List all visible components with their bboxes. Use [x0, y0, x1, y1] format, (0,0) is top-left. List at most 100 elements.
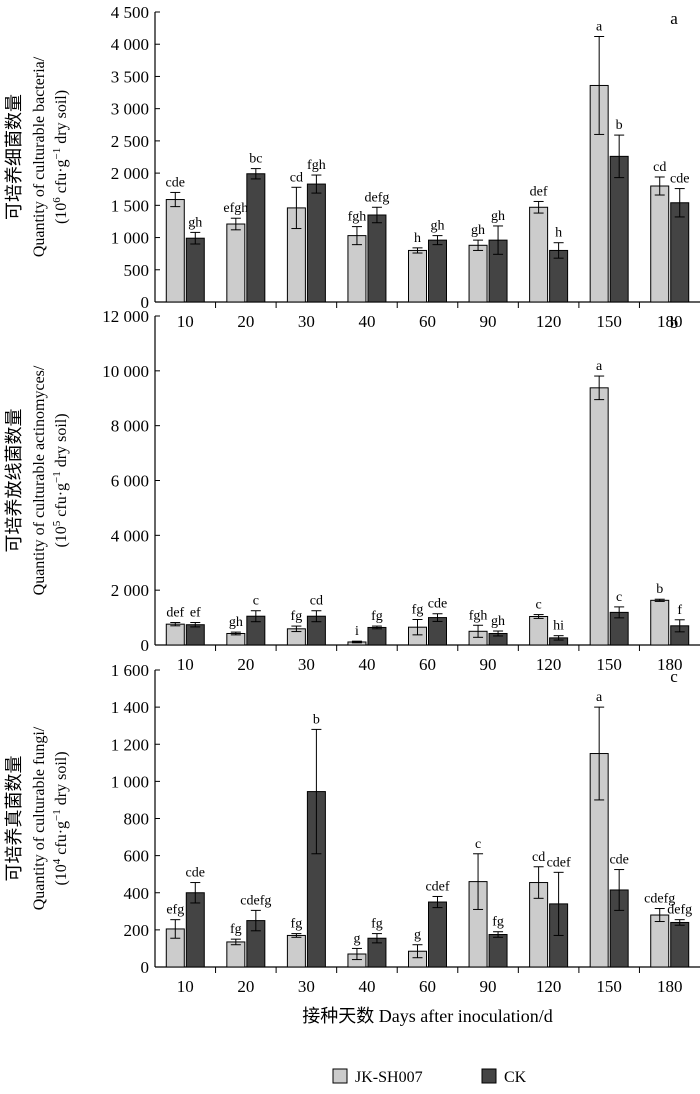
- unit-superscript: −1: [51, 148, 63, 160]
- significance-label: h: [414, 231, 421, 246]
- y-tick-label: 200: [124, 921, 150, 940]
- y-axis-unit: (105 cfu·g−1 dry soil): [51, 413, 70, 547]
- bar-ck: [185, 624, 205, 646]
- y-tick-label: 2 000: [111, 164, 149, 183]
- significance-label: b: [656, 582, 663, 597]
- unit-superscript: 6: [51, 197, 63, 203]
- bar-jk-sh007: [468, 244, 488, 303]
- significance-label: defg: [364, 190, 389, 205]
- significance-label: fg: [492, 915, 504, 930]
- panel-letter: b: [670, 313, 679, 332]
- significance-label: f: [677, 603, 682, 618]
- significance-label: c: [475, 837, 481, 852]
- x-tick-label: 10: [177, 655, 194, 674]
- bar-jk-sh007: [589, 387, 609, 646]
- bar-ck: [670, 921, 690, 968]
- bar-jk-sh007: [650, 185, 670, 303]
- bar-ck: [185, 237, 205, 303]
- significance-label: cde: [609, 853, 628, 868]
- y-tick-label: 600: [124, 847, 150, 866]
- y-tick-label: 12 000: [102, 307, 149, 326]
- y-tick-label: 0: [141, 636, 150, 655]
- significance-label: b: [616, 118, 623, 133]
- significance-label: bc: [249, 152, 262, 167]
- legend-label: JK-SH007: [355, 1069, 423, 1086]
- significance-label: fg: [291, 609, 303, 624]
- bar-ck: [428, 901, 447, 968]
- bar-jk-sh007: [529, 206, 549, 303]
- chart-panel-c: 0 200 400 600 800 1 000 1 200 1 400 1 600 10 20 30 4…: [4, 661, 700, 1026]
- significance-label: cdef: [425, 879, 449, 894]
- y-tick-label: 500: [124, 261, 150, 280]
- significance-label: b: [313, 712, 320, 727]
- bar-jk-sh007: [165, 199, 185, 303]
- significance-label: fgh: [348, 210, 367, 225]
- y-tick-label: 1 400: [111, 698, 149, 717]
- legend-label: CK: [504, 1069, 527, 1086]
- x-axis-title: 接种天数 Days after inoculation/d: [302, 1006, 552, 1026]
- y-axis-title-en: Quantity of culturable actinomyces/: [31, 365, 48, 595]
- significance-label: i: [355, 624, 359, 639]
- significance-label: hi: [553, 619, 564, 634]
- x-tick-label: 180: [657, 312, 683, 331]
- significance-label: cd: [653, 160, 666, 175]
- y-tick-label: 800: [124, 810, 150, 829]
- x-tick-label: 40: [358, 312, 375, 331]
- bar-jk-sh007: [529, 615, 549, 646]
- significance-label: fg: [371, 917, 383, 932]
- unit-text: cfu·g: [53, 821, 70, 859]
- x-tick-label: 90: [480, 977, 497, 996]
- unit-text: dry soil): [53, 90, 70, 148]
- bar-ck: [428, 239, 447, 303]
- significance-label: cd: [532, 850, 545, 865]
- significance-label: h: [555, 226, 562, 241]
- x-tick-label: 150: [596, 655, 622, 674]
- x-tick-label: 120: [536, 655, 562, 674]
- significance-label: fg: [230, 922, 242, 937]
- bar-ck: [488, 934, 508, 968]
- y-axis-title-cn: 可培养真菌数量: [4, 756, 24, 882]
- significance-label: def: [530, 184, 548, 199]
- legend-swatch-ck: [481, 1068, 497, 1084]
- significance-label: ef: [190, 606, 201, 621]
- significance-label: gh: [188, 215, 202, 230]
- bar-jk-sh007: [226, 941, 246, 968]
- significance-label: fgh: [307, 158, 326, 173]
- x-tick-label: 60: [419, 312, 436, 331]
- significance-label: fgh: [469, 608, 488, 623]
- significance-label: fg: [371, 609, 383, 624]
- significance-label: gh: [491, 209, 505, 224]
- significance-label: cde: [186, 866, 205, 881]
- y-axis-title-en: Quantity of culturable fungi/: [31, 726, 48, 910]
- panel-letter: c: [670, 667, 678, 686]
- y-tick-label: 1 500: [111, 196, 149, 215]
- y-tick-label: 10 000: [102, 362, 149, 381]
- significance-label: g: [414, 928, 421, 943]
- significance-label: cde: [670, 172, 689, 187]
- bar-ck: [367, 214, 387, 303]
- unit-text: dry soil): [53, 751, 70, 809]
- significance-label: cdefg: [240, 893, 271, 908]
- bar-jk-sh007: [165, 623, 185, 646]
- unit-superscript: −1: [51, 809, 63, 821]
- x-tick-label: 150: [596, 312, 622, 331]
- x-tick-label: 30: [298, 655, 315, 674]
- significance-label: fg: [291, 917, 303, 932]
- y-tick-label: 400: [124, 884, 150, 903]
- x-tick-label: 10: [177, 312, 194, 331]
- significance-label: cdefg: [644, 892, 675, 907]
- y-tick-label: 0: [141, 958, 150, 977]
- x-tick-label: 180: [657, 655, 683, 674]
- bar-ck: [246, 173, 266, 303]
- x-tick-label: 30: [298, 312, 315, 331]
- y-axis-unit: (106 cfu·g−1 dry soil): [51, 90, 70, 224]
- y-tick-label: 3 000: [111, 100, 149, 119]
- significance-label: cde: [166, 175, 185, 190]
- x-tick-label: 150: [596, 977, 622, 996]
- y-tick-label: 6 000: [111, 472, 149, 491]
- y-tick-label: 1 000: [111, 772, 149, 791]
- y-tick-label: 4 000: [111, 526, 149, 545]
- y-tick-label: 1 200: [111, 735, 149, 754]
- significance-label: cde: [428, 597, 447, 612]
